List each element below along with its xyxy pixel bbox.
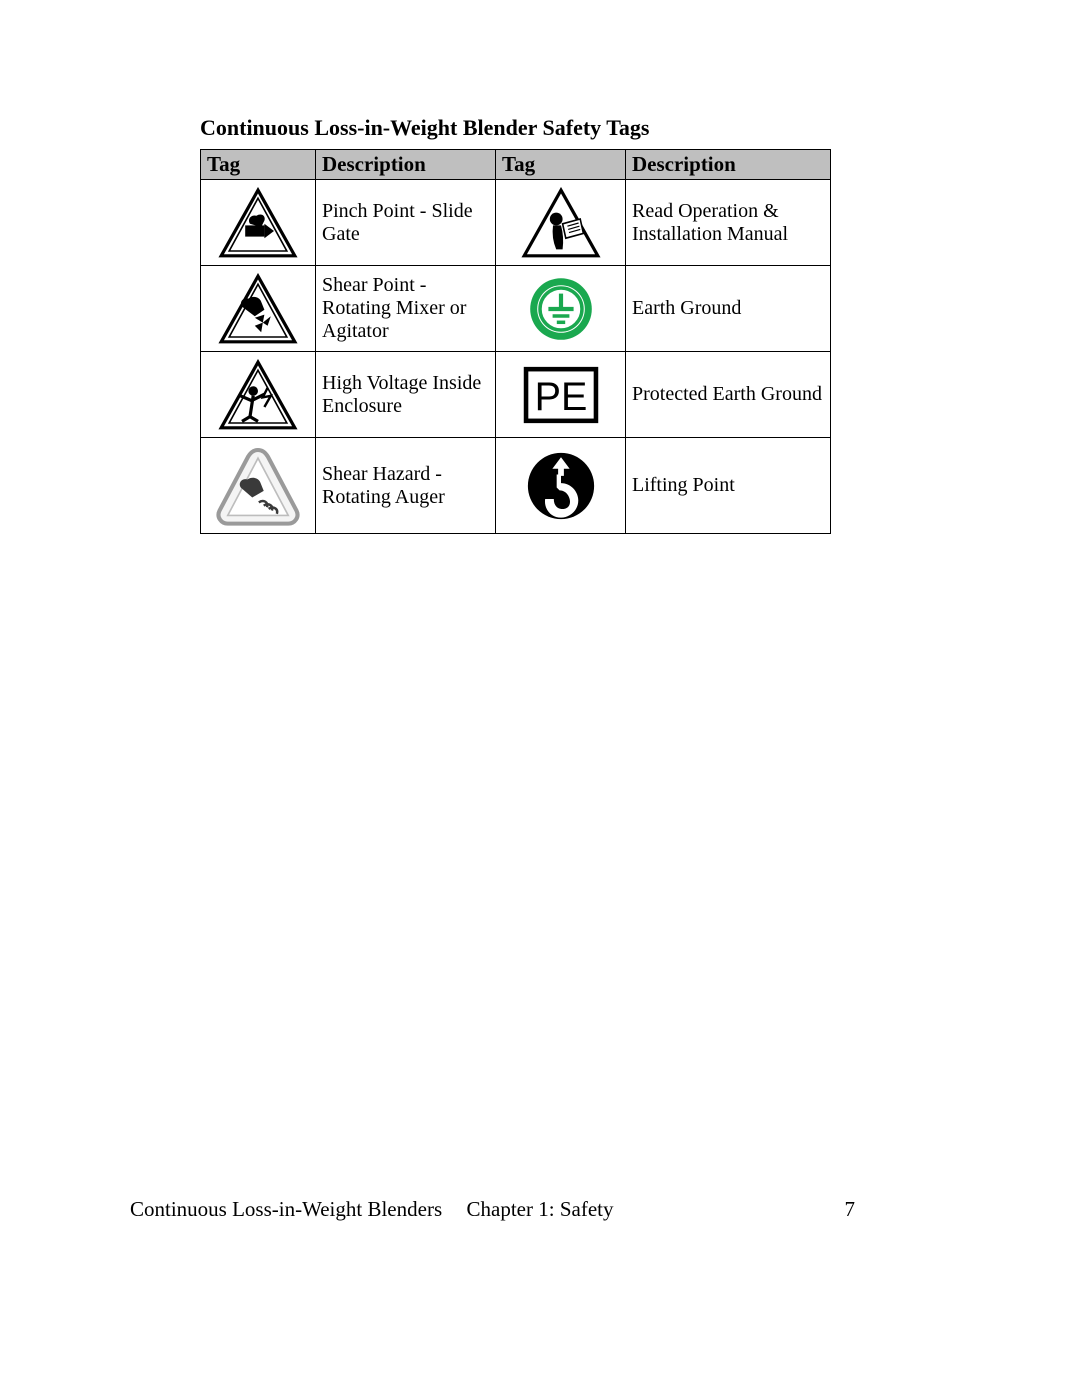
safety-tags-table: Tag Description Tag Description (200, 149, 831, 534)
lifting-point-icon (525, 450, 597, 522)
page-title: Continuous Loss-in-Weight Blender Safety… (200, 115, 950, 141)
header-desc-2: Description (626, 150, 831, 180)
read-manual-icon (521, 187, 601, 259)
desc-cell: High Voltage Inside Enclosure (316, 352, 496, 438)
desc-cell: Earth Ground (626, 266, 831, 352)
desc-cell: Pinch Point - Slide Gate (316, 180, 496, 266)
earth-ground-icon (526, 274, 596, 344)
tag-icon-cell: PE (496, 352, 626, 438)
tag-icon-cell (496, 438, 626, 534)
tag-icon-cell (496, 266, 626, 352)
desc-cell: Shear Hazard - Rotating Auger (316, 438, 496, 534)
tag-icon-cell (201, 352, 316, 438)
header-tag-1: Tag (201, 150, 316, 180)
header-tag-2: Tag (496, 150, 626, 180)
table-row: Shear Point - Rotating Mixer or Agitator… (201, 266, 831, 352)
header-desc-1: Description (316, 150, 496, 180)
page: Continuous Loss-in-Weight Blender Safety… (0, 0, 1080, 1397)
desc-cell: Protected Earth Ground (626, 352, 831, 438)
shear-mixer-icon (218, 273, 298, 345)
pe-icon: PE (523, 366, 599, 424)
pinch-point-icon (218, 187, 298, 259)
svg-text:PE: PE (534, 375, 587, 419)
tag-icon-cell (496, 180, 626, 266)
tag-icon-cell (201, 266, 316, 352)
table-row: Shear Hazard - Rotating Auger Lifting Po… (201, 438, 831, 534)
table-header-row: Tag Description Tag Description (201, 150, 831, 180)
footer-center: Chapter 1: Safety (0, 1197, 1080, 1222)
high-voltage-icon (218, 359, 298, 431)
tag-icon-cell (201, 180, 316, 266)
desc-cell: Shear Point - Rotating Mixer or Agitator (316, 266, 496, 352)
tag-icon-cell (201, 438, 316, 534)
table-row: High Voltage Inside Enclosure PE Protect… (201, 352, 831, 438)
footer-page: 7 (845, 1197, 856, 1222)
table-row: Pinch Point - Slide Gate Read Opera (201, 180, 831, 266)
shear-auger-icon (213, 445, 303, 527)
desc-cell: Read Operation & Installation Manual (626, 180, 831, 266)
desc-cell: Lifting Point (626, 438, 831, 534)
